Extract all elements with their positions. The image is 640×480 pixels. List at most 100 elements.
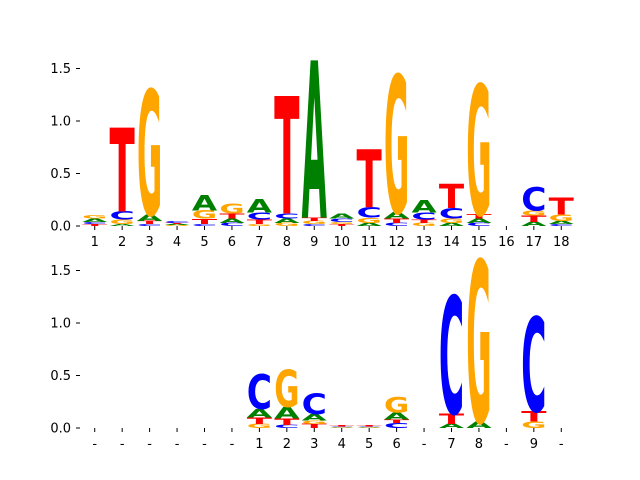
logo-letter-g: G xyxy=(466,217,491,475)
x-tick-label: 10 xyxy=(333,235,350,250)
logo-letter-c: C xyxy=(384,222,409,227)
logo-letter-g: G xyxy=(521,209,546,217)
logo-letter-a: A xyxy=(82,218,107,223)
logo-letter-a: A xyxy=(302,413,328,423)
logo-letter-c: C xyxy=(274,424,299,429)
x-tick-label: - xyxy=(202,437,207,452)
logo-letter-a: A xyxy=(192,190,218,216)
logo-letter-t: T xyxy=(466,213,491,220)
x-tick-label: 8 xyxy=(283,235,291,250)
x-tick-label: 15 xyxy=(471,235,488,250)
logo-letter-c: C xyxy=(247,210,272,222)
logo-letter-a: A xyxy=(384,211,410,221)
logo-letter-a: A xyxy=(357,427,382,428)
logo-letter-a: A xyxy=(357,222,382,227)
logo-letter-t: T xyxy=(302,423,327,430)
logo-letter-t: T xyxy=(82,223,107,226)
x-tick-label: 5 xyxy=(365,437,373,452)
y-tick-label: 0.5 xyxy=(50,167,71,182)
logo-letter-g: G xyxy=(274,222,299,227)
logo-letter-a: A xyxy=(247,407,272,421)
logo-letter-g: G xyxy=(439,218,464,225)
y-tick-label: 0.5 xyxy=(50,369,71,384)
logo-letter-c: C xyxy=(411,210,436,222)
logo-letter-g: G xyxy=(137,56,162,255)
x-tick-label: 2 xyxy=(283,437,291,452)
logo-letter-c: C xyxy=(384,421,409,429)
logo-letter-a: A xyxy=(110,224,135,227)
x-tick-label: 13 xyxy=(416,235,433,250)
x-tick-label: - xyxy=(147,437,152,452)
logo-letter-g: G xyxy=(357,216,382,224)
logo-letter-c: C xyxy=(247,366,272,421)
logo-letter-t: T xyxy=(274,417,300,427)
logo-letter-g: G xyxy=(110,219,135,226)
logo-letter-c: C xyxy=(439,265,464,452)
logo-letter-g: G xyxy=(357,427,382,428)
x-tick-label: 4 xyxy=(338,437,346,452)
logo-letter-g: G xyxy=(192,208,217,221)
x-tick-label: 17 xyxy=(526,235,543,250)
logo-letter-g: G xyxy=(384,38,409,257)
logo-letter-g: G xyxy=(302,220,327,225)
y-tick-label: 0.0 xyxy=(50,422,71,437)
logo-letter-a: A xyxy=(274,404,299,423)
logo-letter-t: T xyxy=(247,219,272,226)
logo-letter-c: C xyxy=(137,223,162,226)
logo-letter-c: C xyxy=(521,181,546,218)
logo-panel-bottom: 0.00.51.01.5- - - - - -1 2 3 4 5 6-7 8-9 -GTACCTAGTG… xyxy=(50,217,564,475)
logo-letter-t: T xyxy=(274,65,299,252)
x-tick-label: - xyxy=(559,437,564,452)
logo-letter-c: C xyxy=(549,223,574,226)
logo-letter-a: A xyxy=(219,217,244,224)
x-tick-label: 3 xyxy=(310,437,318,452)
logo-letter-g: G xyxy=(329,427,354,428)
logo-letter-g: G xyxy=(549,213,574,223)
logo-letter-a: A xyxy=(411,197,437,217)
logo-letter-c: C xyxy=(357,426,382,427)
logo-letter-t: T xyxy=(521,408,546,425)
logo-letter-a: A xyxy=(329,212,355,221)
logo-letter-t: T xyxy=(357,425,382,427)
logo-letter-t: T xyxy=(384,218,409,225)
y-tick-label: 1.5 xyxy=(50,264,71,279)
logo-letter-t: T xyxy=(247,416,273,426)
logo-letter-t: T xyxy=(549,194,574,221)
logo-letter-t: T xyxy=(329,425,354,427)
logo-letter-t: T xyxy=(219,212,245,220)
logo-letter-c: C xyxy=(164,220,189,223)
logo-letter-a: A xyxy=(521,221,546,228)
x-tick-label: - xyxy=(175,437,180,452)
x-tick-label: 14 xyxy=(443,235,460,250)
logo-letter-c: C xyxy=(82,221,107,224)
x-tick-label: 5 xyxy=(200,235,208,250)
logo-letter-c: C xyxy=(110,209,135,222)
x-tick-label: - xyxy=(504,437,509,452)
logo-letter-t: T xyxy=(439,178,464,217)
logo-letter-t: T xyxy=(439,410,464,427)
logo-letter-g: G xyxy=(329,221,354,224)
logo-letter-c: C xyxy=(219,222,244,227)
logo-letter-c: C xyxy=(302,389,327,422)
logo-letter-g: G xyxy=(219,201,244,216)
logo-letter-c: C xyxy=(274,212,299,220)
logo-letter-t: T xyxy=(411,219,436,224)
logo-letter-t: T xyxy=(357,134,382,226)
x-tick-label: 7 xyxy=(255,235,263,250)
x-tick-label: 8 xyxy=(475,437,483,452)
x-tick-label: 1 xyxy=(255,437,263,452)
x-tick-label: 9 xyxy=(530,437,538,452)
logo-letter-g: G xyxy=(302,420,327,425)
y-tick-label: 0.0 xyxy=(50,220,71,235)
logo-letter-g: G xyxy=(411,222,436,227)
logo-letter-t: T xyxy=(302,217,327,222)
logo-letter-g: G xyxy=(82,215,107,220)
logo-letter-a: A xyxy=(466,420,492,430)
logo-letter-c: C xyxy=(302,223,327,226)
logo-letter-a: A xyxy=(549,220,574,225)
logo-panel-top: 0.00.51.01.51 2 3 4 5 6 7 8 9 10 11 12 13 14 15 16 17 18T… xyxy=(50,19,574,269)
x-tick-label: 2 xyxy=(118,235,126,250)
x-tick-label: 1 xyxy=(91,235,99,250)
logo-letter-t: T xyxy=(192,217,218,225)
